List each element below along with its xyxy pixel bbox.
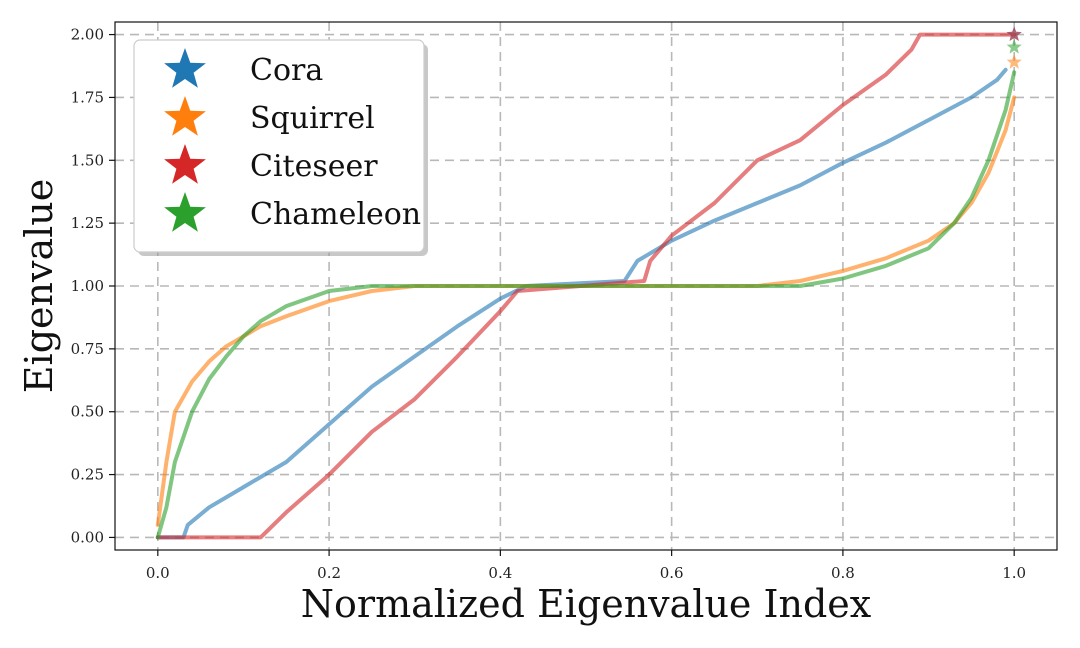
- y-tick-label: 0.75: [71, 340, 104, 358]
- series-line-citeseer: [155, 32, 1017, 540]
- x-tick-label: 0.2: [317, 564, 341, 582]
- star-marker-citeseer: [1006, 26, 1022, 41]
- legend-box: [133, 39, 425, 253]
- y-tick-label: 1.50: [71, 151, 104, 169]
- x-tick-label: 0.4: [488, 564, 512, 582]
- legend-label-cora: Cora: [250, 53, 323, 88]
- y-tick-label: 0.00: [71, 528, 104, 546]
- y-tick-label: 0.25: [71, 466, 104, 484]
- legend-star-icon: [164, 96, 206, 136]
- legend-star-icon: [164, 48, 206, 88]
- series-line-cora: [155, 67, 1008, 540]
- x-tick-label: 0.6: [660, 564, 684, 582]
- y-tick-label: 1.75: [71, 88, 104, 106]
- legend-label-chameleon: Chameleon: [250, 197, 421, 232]
- legend-star-icon: [164, 144, 206, 184]
- x-tick-label: 0.8: [831, 564, 855, 582]
- tick-layer: 0.0 0.2 0.4 0.6 0.8 1.0 0.00 0.25 0.50 0.75 1.00 1.…: [71, 26, 1027, 582]
- y-tick-label: 2.00: [71, 26, 104, 44]
- legend-star-icon: [164, 192, 206, 232]
- x-tick-label: 1.0: [1002, 564, 1026, 582]
- y-tick-label: 0.50: [71, 403, 104, 421]
- x-tick-label: 0.0: [146, 564, 170, 582]
- legend-label-squirrel: Squirrel: [250, 101, 375, 136]
- legend-entries: Cora Squirrel Citeseer Chameleon: [164, 48, 421, 232]
- legend-label-citeseer: Citeseer: [250, 149, 378, 184]
- y-tick-label: 1.00: [71, 277, 104, 295]
- star-marker-layer: [1006, 26, 1022, 69]
- x-axis-label: Normalized Eigenvalue Index: [301, 582, 871, 626]
- series-layer: [155, 32, 1017, 540]
- star-marker-squirrel: [1006, 54, 1022, 69]
- y-tick-label: 1.25: [71, 214, 104, 232]
- y-axis-label: Eigenvalue: [17, 179, 61, 393]
- legend: Cora Squirrel Citeseer Chameleon: [133, 39, 428, 256]
- series-line-chameleon: [155, 70, 1017, 540]
- star-marker-chameleon: [1006, 39, 1022, 54]
